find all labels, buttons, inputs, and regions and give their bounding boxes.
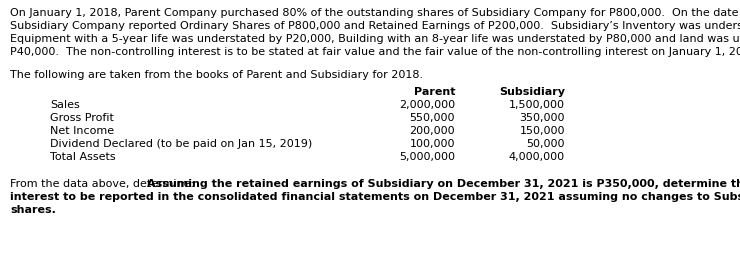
Text: interest to be reported in the consolidated financial statements on December 31,: interest to be reported in the consolida… (10, 192, 740, 202)
Text: Net Income: Net Income (50, 126, 114, 136)
Text: 50,000: 50,000 (526, 139, 565, 149)
Text: Assuming the retained earnings of Subsidiary on December 31, 2021 is P350,000, d: Assuming the retained earnings of Subsid… (147, 179, 740, 189)
Text: Total Assets: Total Assets (50, 152, 115, 162)
Text: Gross Profit: Gross Profit (50, 113, 114, 123)
Text: P40,000.  The non-controlling interest is to be stated at fair value and the fai: P40,000. The non-controlling interest is… (10, 47, 740, 57)
Text: 1,500,000: 1,500,000 (509, 100, 565, 110)
Text: 200,000: 200,000 (409, 126, 455, 136)
Text: 350,000: 350,000 (519, 113, 565, 123)
Text: Subsidiary: Subsidiary (499, 87, 565, 97)
Text: Equipment with a 5-year life was understated by P20,000, Building with an 8-year: Equipment with a 5-year life was underst… (10, 34, 740, 44)
Text: Dividend Declared (to be paid on Jan 15, 2019): Dividend Declared (to be paid on Jan 15,… (50, 139, 312, 149)
Text: 150,000: 150,000 (519, 126, 565, 136)
Text: On January 1, 2018, Parent Company purchased 80% of the outstanding shares of Su: On January 1, 2018, Parent Company purch… (10, 8, 740, 18)
Text: 100,000: 100,000 (409, 139, 455, 149)
Text: Parent: Parent (414, 87, 455, 97)
Text: Sales: Sales (50, 100, 80, 110)
Text: 2,000,000: 2,000,000 (399, 100, 455, 110)
Text: 550,000: 550,000 (409, 113, 455, 123)
Text: The following are taken from the books of Parent and Subsidiary for 2018.: The following are taken from the books o… (10, 70, 423, 80)
Text: 5,000,000: 5,000,000 (399, 152, 455, 162)
Text: Subsidiary Company reported Ordinary Shares of P800,000 and Retained Earnings of: Subsidiary Company reported Ordinary Sha… (10, 21, 740, 31)
Text: 4,000,000: 4,000,000 (509, 152, 565, 162)
Text: From the data above, determine:: From the data above, determine: (10, 179, 198, 189)
Text: shares.: shares. (10, 205, 56, 215)
